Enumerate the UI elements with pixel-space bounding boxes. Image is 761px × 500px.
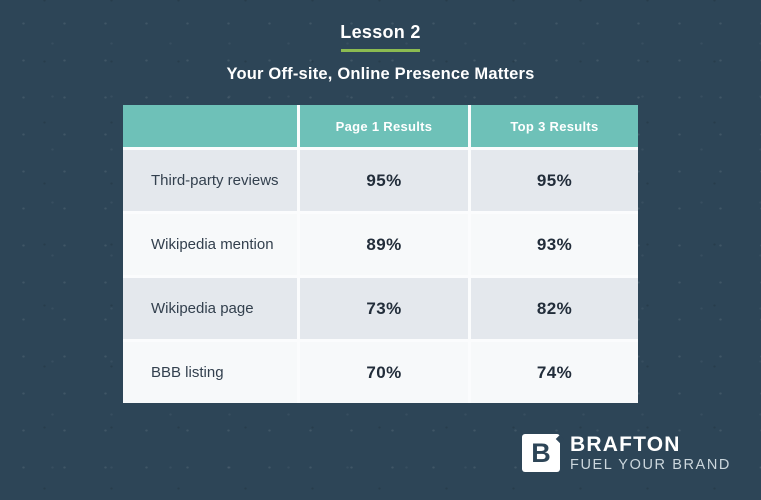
cell-wikipedia-page-page1: 73% bbox=[300, 278, 468, 339]
results-table: Page 1 Results Top 3 Results Third-party… bbox=[123, 105, 638, 403]
page-title: Lesson 2 bbox=[340, 22, 421, 42]
cell-third-party-top3: 95% bbox=[471, 150, 638, 211]
brafton-monogram-icon: B bbox=[522, 434, 565, 473]
row-label-bbb-listing: BBB listing bbox=[123, 342, 297, 403]
page-subtitle: Your Off-site, Online Presence Matters bbox=[226, 65, 535, 83]
cell-bbb-listing-page1: 70% bbox=[300, 342, 468, 403]
logo-notch bbox=[555, 435, 565, 444]
column-header-empty bbox=[123, 105, 297, 147]
row-label-wikipedia-mention: Wikipedia mention bbox=[123, 214, 297, 275]
brafton-logo: B BRAFTON FUEL YOUR BRAND bbox=[522, 434, 731, 473]
cell-wikipedia-mention-page1: 89% bbox=[300, 214, 468, 275]
column-header-top3-results: Top 3 Results bbox=[471, 105, 638, 147]
title-underline bbox=[341, 49, 420, 52]
logo-text: BRAFTON FUEL YOUR BRAND bbox=[570, 434, 731, 473]
row-label-wikipedia-page: Wikipedia page bbox=[123, 278, 297, 339]
row-label-third-party-reviews: Third-party reviews bbox=[123, 150, 297, 211]
cell-bbb-listing-top3: 74% bbox=[471, 342, 638, 403]
cell-third-party-page1: 95% bbox=[300, 150, 468, 211]
cell-wikipedia-page-top3: 82% bbox=[471, 278, 638, 339]
brafton-monogram-letter: B bbox=[531, 437, 551, 468]
brand-tagline: FUEL YOUR BRAND bbox=[570, 457, 731, 473]
cell-wikipedia-mention-top3: 93% bbox=[471, 214, 638, 275]
brand-name: BRAFTON bbox=[570, 433, 681, 456]
column-header-page1-results: Page 1 Results bbox=[300, 105, 468, 147]
